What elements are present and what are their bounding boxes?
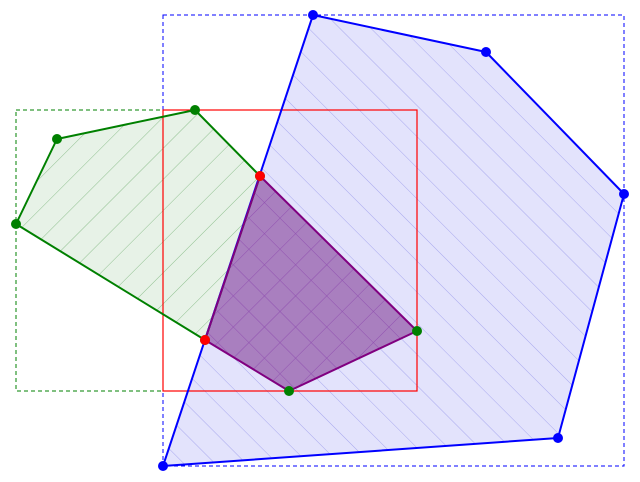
green-polygon-hatch (16, 110, 260, 340)
green-polygon-vertex-1 (52, 134, 62, 144)
intersection-hatch (205, 176, 417, 391)
blue-polygon-vertex-1 (308, 10, 318, 20)
intersection-point-1 (200, 335, 210, 345)
clip-vertex-1 (284, 386, 294, 396)
blue-polygon-vertex-0 (158, 461, 168, 471)
green-polygon-outline (15, 109, 261, 341)
blue-polygon-vertex-2 (481, 47, 491, 57)
blue-polygon-vertex-3 (619, 189, 629, 199)
blue-polygon-vertex-4 (553, 433, 563, 443)
green-polygon-vertex-0 (11, 219, 21, 229)
blue-polygon-outline (162, 14, 625, 467)
intersection-point-0 (255, 171, 265, 181)
green-polygon-vertex-2 (190, 105, 200, 115)
clip-vertex-0 (412, 326, 422, 336)
